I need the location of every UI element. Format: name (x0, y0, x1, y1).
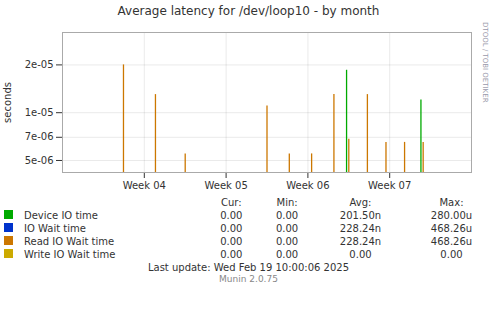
html-text:Min:: Min: (276, 197, 298, 208)
svg-text:Week 05: Week 05 (204, 180, 247, 191)
html-text:0.00: 0.00 (220, 223, 243, 234)
html-text:Cur:: Cur: (221, 197, 242, 208)
svg-text:Week 04: Week 04 (123, 180, 166, 191)
html-text:228.24n: 228.24n (339, 236, 382, 247)
svg-text:Week 06: Week 06 (286, 180, 329, 191)
html-text:Last update: Wed Feb 19 10:00:: Last update: Wed Feb 19 10:00:06 2025 (147, 262, 349, 273)
html-text:0.00: 0.00 (276, 210, 299, 221)
html-text:228.24n: 228.24n (339, 223, 382, 234)
svg-text:Week 07: Week 07 (368, 180, 411, 191)
html-text:0.00: 0.00 (276, 236, 299, 247)
html-text:Read IO Wait time: Read IO Wait time (24, 236, 115, 247)
svg-text:7e-06: 7e-06 (25, 131, 54, 142)
html-text:Write IO Wait time: Write IO Wait time (24, 249, 116, 260)
html-text:201.50n: 201.50n (339, 210, 382, 221)
html-text:0.00: 0.00 (349, 249, 372, 260)
html-text:0.00: 0.00 (276, 223, 299, 234)
html-text:Max:: Max: (439, 197, 464, 208)
html-text:0.00: 0.00 (440, 249, 463, 260)
html-text:0.00: 0.00 (220, 236, 243, 247)
html-text:468.26u: 468.26u (430, 223, 473, 234)
html-text:Device IO time: Device IO time (24, 210, 98, 221)
svg-text:seconds: seconds (2, 82, 13, 123)
html-text:Munin 2.0.75: Munin 2.0.75 (219, 274, 278, 284)
svg-text:2e-05: 2e-05 (25, 59, 54, 70)
html-text:0.00: 0.00 (220, 249, 243, 260)
svg-text:5e-06: 5e-06 (25, 155, 54, 166)
html-text:0.00: 0.00 (276, 249, 299, 260)
html-text:0.00: 0.00 (220, 210, 243, 221)
svg-text:1e-05: 1e-05 (25, 107, 54, 118)
svg-text:RRDTOOL / TOBI OETIKER: RRDTOOL / TOBI OETIKER (481, 22, 489, 103)
html-text:IO Wait time: IO Wait time (24, 223, 86, 234)
html-text:280.00u: 280.00u (430, 210, 473, 221)
html-text:Average latency for /dev/loop1: Average latency for /dev/loop10 - by mon… (117, 4, 380, 18)
html-text:468.26u: 468.26u (430, 236, 473, 247)
html-text:Avg:: Avg: (349, 197, 372, 208)
